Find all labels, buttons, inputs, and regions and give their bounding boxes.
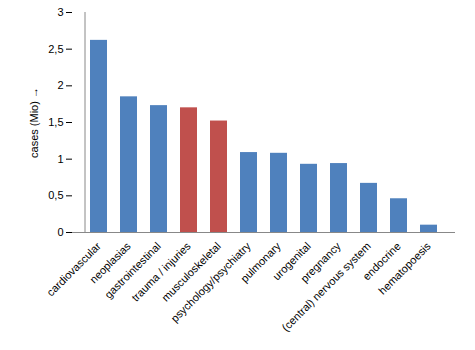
- svg-text:gastrointestinal: gastrointestinal: [102, 239, 163, 301]
- svg-text:neoplasias: neoplasias: [87, 239, 133, 286]
- svg-text:hematopoesis: hematopoesis: [376, 239, 433, 296]
- svg-text:cardiovascular: cardiovascular: [44, 239, 103, 299]
- svg-text:pulmonary: pulmonary: [238, 239, 283, 285]
- svg-text:trauma / injuries: trauma / injuries: [129, 239, 193, 304]
- svg-text:0,5: 0,5: [48, 189, 63, 201]
- svg-text:musculoskeletal: musculoskeletal: [159, 239, 223, 304]
- svg-text:0: 0: [57, 226, 63, 238]
- svg-text:urogenital: urogenital: [270, 239, 313, 283]
- svg-text:cases (Mio) →: cases (Mio) →: [28, 87, 40, 158]
- svg-text:2,5: 2,5: [48, 43, 63, 55]
- svg-text:pregnancy: pregnancy: [298, 239, 343, 285]
- svg-text:(central) nervous system: (central) nervous system: [279, 240, 373, 334]
- svg-text:1,5: 1,5: [48, 116, 63, 128]
- svg-text:endocrine: endocrine: [360, 239, 403, 283]
- svg-text:3: 3: [57, 6, 63, 18]
- svg-text:psychology/psychiatry: psychology/psychiatry: [168, 239, 253, 324]
- svg-text:1: 1: [57, 153, 63, 165]
- svg-text:2: 2: [57, 79, 63, 91]
